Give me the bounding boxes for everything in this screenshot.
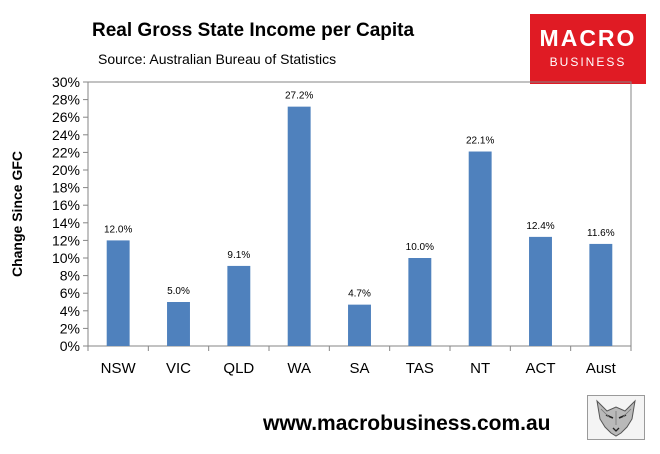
y-tick-label: 6% <box>60 285 80 301</box>
chart-title: Real Gross State Income per Capita <box>92 20 415 41</box>
x-tick-label: NSW <box>101 360 137 377</box>
y-tick-label: 26% <box>52 109 80 125</box>
x-tick-label: ACT <box>526 360 556 377</box>
x-tick-label: Aust <box>586 360 617 377</box>
data-label: 12.4% <box>526 221 554 232</box>
bar-tas <box>408 258 432 346</box>
logo-text-macro: MACRO <box>539 25 637 51</box>
y-tick-label: 10% <box>52 250 80 266</box>
data-labels: 12.0% 5.0% 9.1% 27.2% 4.7% 10.0% 22.1% 12.4% 11.… <box>104 91 615 300</box>
data-label: 11.6% <box>587 228 615 239</box>
x-axis: NSW VIC QLD WA SA TAS NT ACT Aust <box>87 346 632 377</box>
y-tick-label: 28% <box>52 92 80 108</box>
y-axis-title: Change Since GFC <box>9 151 25 277</box>
y-tick-label: 14% <box>52 215 80 231</box>
macrobusiness-logo: MACRO BUSINESS <box>530 14 646 84</box>
y-axis: 0% 2%4% 6%8% 10% 12%14% 16%18% 20% 22%24% 26%28%… <box>52 74 88 354</box>
y-tick-label: 30% <box>52 74 80 90</box>
y-tick-label: 2% <box>60 320 80 336</box>
bar-wa <box>287 106 311 346</box>
data-label: 27.2% <box>285 91 313 102</box>
bar-aust <box>589 243 613 346</box>
y-tick-label: 12% <box>52 232 80 248</box>
bar-act <box>529 236 552 346</box>
data-label: 12.0% <box>104 224 132 235</box>
data-label: 4.7% <box>348 289 371 300</box>
data-label: 22.1% <box>466 136 494 147</box>
website-url: www.macrobusiness.com.au <box>263 412 551 435</box>
x-tick-label: NT <box>470 360 490 377</box>
y-tick-label: 24% <box>52 127 80 143</box>
x-tick-label: TAS <box>406 360 434 377</box>
x-tick-label: QLD <box>223 360 254 377</box>
y-tick-label: 22% <box>52 144 80 160</box>
y-tick-label: 8% <box>60 268 80 284</box>
y-tick-label: 18% <box>52 180 80 196</box>
bar-sa <box>348 304 371 346</box>
x-tick-label: SA <box>349 360 369 377</box>
bars <box>106 106 613 346</box>
y-tick-label: 4% <box>60 303 80 319</box>
data-label: 9.1% <box>227 250 250 261</box>
x-tick-label: WA <box>287 360 311 377</box>
chart-subtitle: Source: Australian Bureau of Statistics <box>98 51 337 67</box>
logo-text-business: BUSINESS <box>549 55 627 69</box>
bar-nt <box>468 151 492 346</box>
x-tick-label: VIC <box>166 360 191 377</box>
y-tick-label: 20% <box>52 162 80 178</box>
bar-vic <box>167 302 190 346</box>
wolf-icon <box>587 395 645 440</box>
bar-qld <box>227 265 251 346</box>
y-tick-label: 16% <box>52 197 80 213</box>
data-label: 10.0% <box>406 242 434 253</box>
data-label: 5.0% <box>167 286 190 297</box>
y-tick-label: 0% <box>60 338 80 354</box>
bar-nsw <box>106 240 130 346</box>
